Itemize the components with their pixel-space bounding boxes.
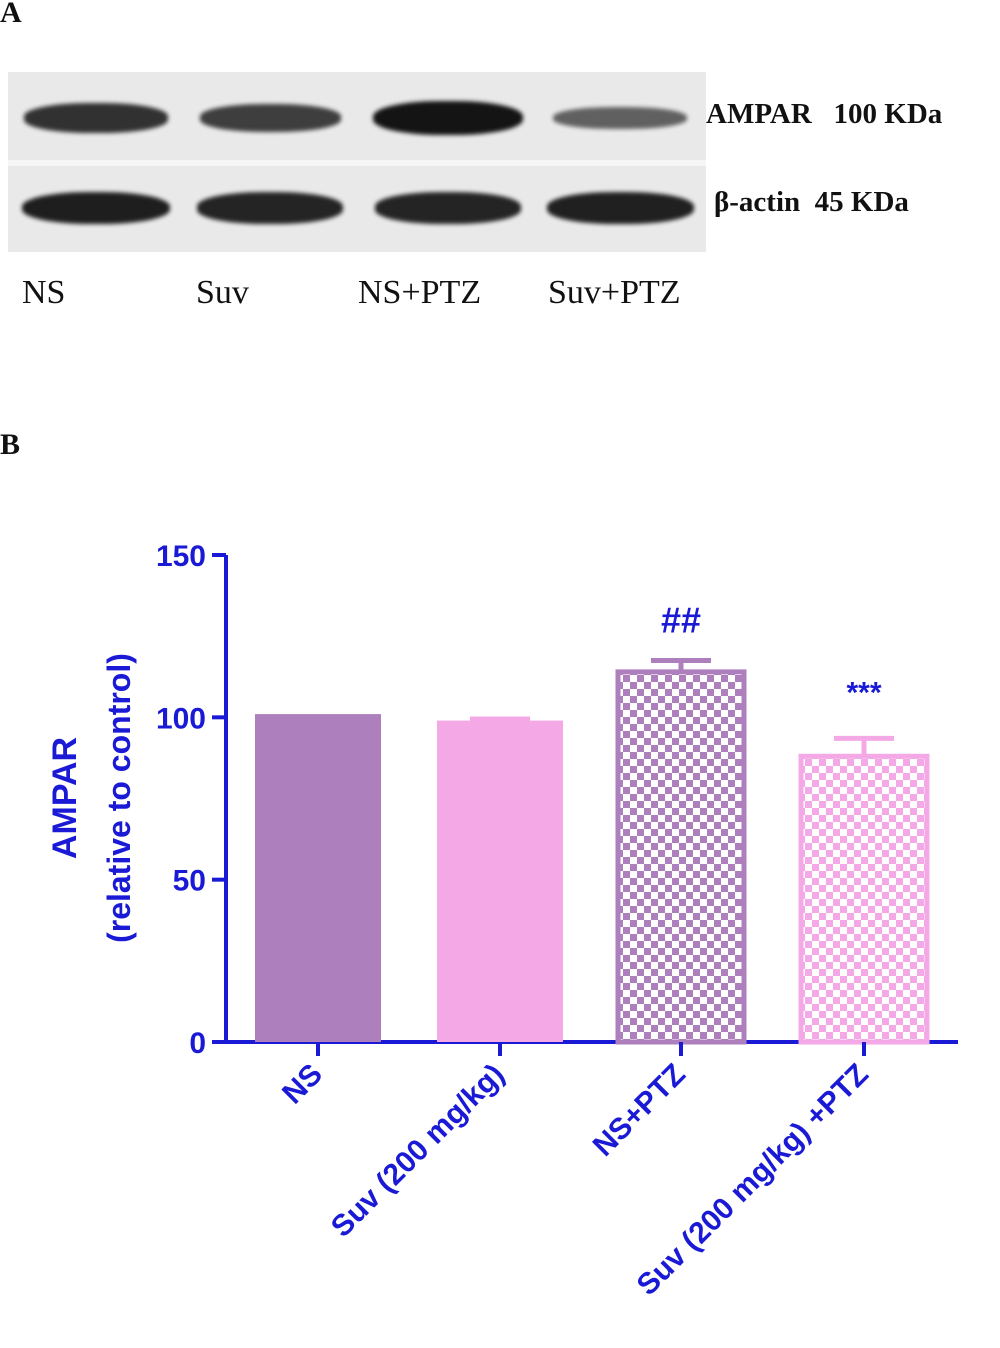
x-tick-label: NS	[276, 1058, 329, 1111]
significance-marker: ***	[846, 676, 881, 709]
western-blot-image	[8, 72, 706, 252]
x-tick-label: NS+PTZ	[587, 1058, 692, 1163]
y-axis-label: AMPAR	[46, 737, 84, 859]
ampar-name: AMPAR	[706, 98, 812, 130]
y-tick-label: 50	[173, 865, 206, 898]
y-tick-label: 100	[156, 702, 206, 735]
y-axis-label-sub: (relative to control)	[101, 653, 137, 943]
blot-band	[553, 107, 687, 129]
bar-1	[255, 714, 381, 1042]
ampar-label: AMPAR 100 KDa	[706, 98, 942, 131]
lane-label-suv: Suv	[196, 274, 249, 311]
panel-b-letter: B	[0, 428, 21, 461]
bar-2	[437, 720, 563, 1042]
blot-band	[199, 104, 341, 132]
x-tick-label: Suv (200 mg/kg)	[325, 1058, 511, 1244]
blot-band	[546, 192, 694, 224]
panel-a-letter: A	[0, 0, 22, 29]
actin-name: β-actin	[714, 186, 801, 218]
blot-band	[196, 192, 344, 224]
y-tick-label: 0	[189, 1027, 206, 1060]
significance-marker: ##	[661, 600, 701, 641]
bar-3	[615, 669, 747, 1045]
blot-band	[24, 103, 168, 133]
blot-band	[22, 191, 170, 225]
ampar-size: 100 KDa	[833, 98, 943, 130]
lane-label-suv-ptz: Suv+PTZ	[548, 274, 681, 311]
actin-label: β-actin 45 KDa	[714, 186, 909, 219]
blot-band	[374, 192, 522, 224]
lane-label-ns: NS	[22, 274, 66, 311]
y-tick-label: 150	[156, 540, 206, 573]
ampar-band-row	[8, 72, 706, 162]
lane-label-ns-ptz: NS+PTZ	[358, 274, 482, 311]
actin-size: 45 KDa	[814, 186, 909, 218]
bar-4	[798, 753, 930, 1045]
blot-divider	[8, 160, 706, 166]
blot-band	[373, 101, 523, 135]
actin-band-row	[8, 166, 706, 252]
